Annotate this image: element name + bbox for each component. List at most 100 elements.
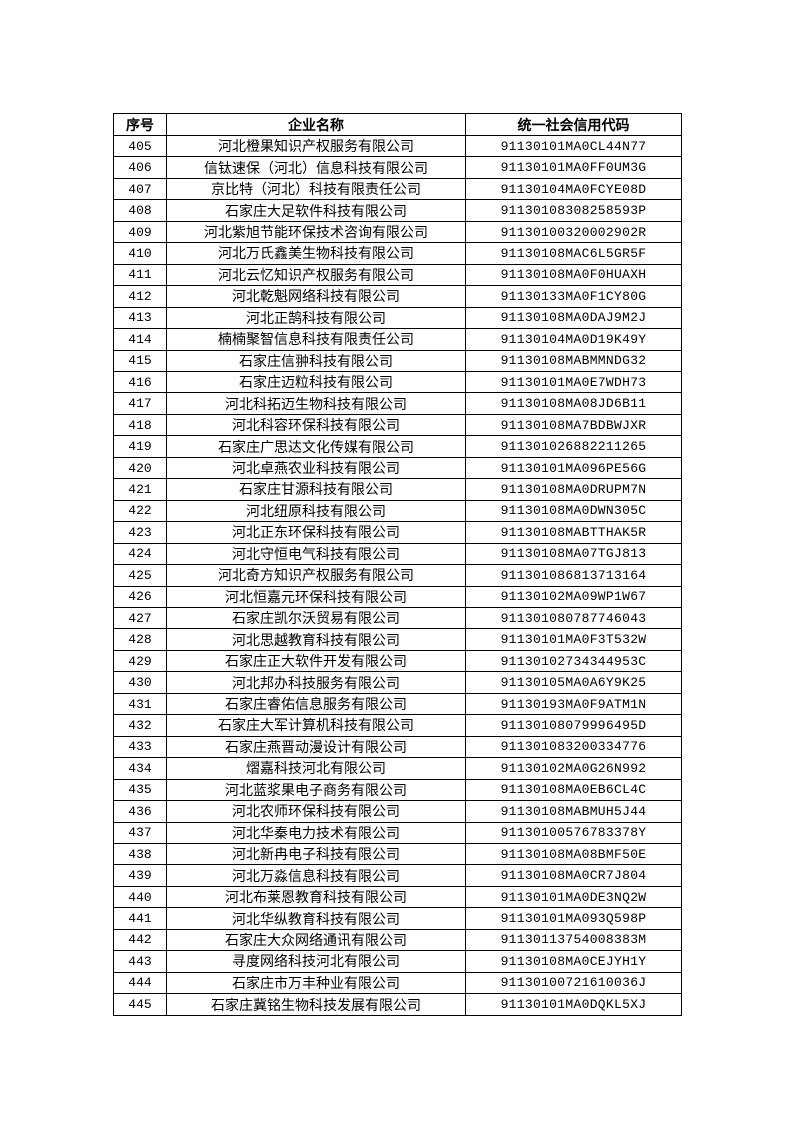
cell-credit-code: 91130108MA0CEJYH1Y <box>465 950 682 973</box>
cell-serial-number: 425 <box>113 564 167 587</box>
cell-serial-number: 440 <box>113 885 167 909</box>
table-row: 416 石家庄迈粒科技有限公司 91130101MA0E7WDH73 <box>113 370 682 394</box>
cell-serial-number: 405 <box>113 134 167 158</box>
table-row: 424 河北守恒电气科技有限公司 91130108MA07TGJ813 <box>113 542 682 566</box>
table-row: 443 寻度网络科技河北有限公司 91130108MA0CEJYH1Y <box>113 950 682 973</box>
table-row: 431 石家庄睿佑信息服务有限公司 91130193MA0F9ATM1N <box>113 692 682 716</box>
cell-credit-code: 91130101MA0FF0UM3G <box>465 156 682 179</box>
cell-credit-code: 91130102734344953C <box>465 649 682 673</box>
cell-serial-number: 419 <box>113 435 167 458</box>
cell-credit-code: 91130108MABTTHAK5R <box>465 521 682 544</box>
table-row: 420 河北卓燕农业科技有限公司 91130101MA096PE56G <box>113 456 682 480</box>
cell-serial-number: 407 <box>113 177 167 201</box>
cell-credit-code: 91130101MA096PE56G <box>465 456 682 480</box>
table-row: 414 楠楠聚智信息科技有限责任公司 91130104MA0D19K49Y <box>113 328 682 351</box>
cell-credit-code: 91130101MA0DQKL5XJ <box>465 993 682 1016</box>
cell-credit-code: 91130133MA0F1CY80G <box>465 285 682 308</box>
cell-credit-code: 91130108MA08JD6B11 <box>465 392 682 415</box>
cell-serial-number: 408 <box>113 199 167 222</box>
cell-company-name: 石家庄冀铭生物科技发展有限公司 <box>166 993 466 1016</box>
table-row: 430 河北邦办科技服务有限公司 91130105MA0A6Y9K25 <box>113 671 682 694</box>
table-row: 440 河北布莱恩教育科技有限公司 91130101MA0DE3NQ2W <box>113 885 682 909</box>
cell-serial-number: 418 <box>113 413 167 437</box>
cell-credit-code: 91130108MA08BMF50E <box>465 842 682 866</box>
cell-company-name: 河北云忆知识产权服务有限公司 <box>166 263 466 287</box>
table-row: 406 信钛速保（河北）信息科技有限公司 91130101MA0FF0UM3G <box>113 156 682 179</box>
cell-company-name: 信钛速保（河北）信息科技有限公司 <box>166 156 466 179</box>
cell-company-name: 河北布莱恩教育科技有限公司 <box>166 885 466 909</box>
cell-serial-number: 432 <box>113 714 167 737</box>
cell-company-name: 河北守恒电气科技有限公司 <box>166 542 466 566</box>
cell-serial-number: 410 <box>113 242 167 265</box>
cell-company-name: 河北紫旭节能环保技术咨询有限公司 <box>166 220 466 244</box>
cell-serial-number: 428 <box>113 628 167 651</box>
cell-credit-code: 91130108MA0F0HUAXH <box>465 263 682 287</box>
table-row: 441 河北华纵教育科技有限公司 91130101MA093Q598P <box>113 907 682 930</box>
table-row: 415 石家庄信翀科技有限公司 91130108MABMMNDG32 <box>113 349 682 372</box>
cell-credit-code: 91130100576783378Y <box>465 821 682 844</box>
cell-serial-number: 438 <box>113 842 167 866</box>
table-row: 411 河北云忆知识产权服务有限公司 91130108MA0F0HUAXH <box>113 263 682 287</box>
cell-company-name: 石家庄广思达文化传媒有限公司 <box>166 435 466 458</box>
table-row: 438 河北新冉电子科技有限公司 91130108MA08BMF50E <box>113 842 682 866</box>
column-header-credit-code: 统一社会信用代码 <box>465 113 682 136</box>
cell-serial-number: 427 <box>113 606 167 630</box>
cell-serial-number: 415 <box>113 349 167 372</box>
cell-credit-code: 911301080787746043 <box>465 606 682 630</box>
cell-serial-number: 439 <box>113 864 167 887</box>
table-row: 417 河北科拓迈生物科技有限公司 91130108MA08JD6B11 <box>113 392 682 415</box>
cell-credit-code: 91130108MA0DRUPM7N <box>465 478 682 501</box>
cell-company-name: 石家庄市万丰种业有限公司 <box>166 971 466 995</box>
cell-company-name: 河北农师环保科技有限公司 <box>166 800 466 823</box>
cell-serial-number: 417 <box>113 392 167 415</box>
cell-company-name: 河北奇方知识产权服务有限公司 <box>166 564 466 587</box>
table-row: 426 河北恒嘉元环保科技有限公司 91130102MA09WP1W67 <box>113 585 682 608</box>
cell-company-name: 河北正东环保科技有限公司 <box>166 521 466 544</box>
cell-serial-number: 441 <box>113 907 167 930</box>
cell-company-name: 石家庄睿佑信息服务有限公司 <box>166 692 466 716</box>
cell-company-name: 河北恒嘉元环保科技有限公司 <box>166 585 466 608</box>
table-row: 412 河北乾魁网络科技有限公司 91130133MA0F1CY80G <box>113 285 682 308</box>
cell-serial-number: 444 <box>113 971 167 995</box>
cell-credit-code: 91130108MA07TGJ813 <box>465 542 682 566</box>
table-row: 418 河北科容环保科技有限公司 91130108MA7BDBWJXR <box>113 413 682 437</box>
table-row: 421 石家庄甘源科技有限公司 91130108MA0DRUPM7N <box>113 478 682 501</box>
cell-company-name: 石家庄正大软件开发有限公司 <box>166 649 466 673</box>
cell-credit-code: 91130104MA0D19K49Y <box>465 328 682 351</box>
cell-credit-code: 91130101MA0E7WDH73 <box>465 370 682 394</box>
cell-credit-code: 911301026882211265 <box>465 435 682 458</box>
cell-credit-code: 91130104MA0FCYE08D <box>465 177 682 201</box>
cell-company-name: 石家庄大众网络通讯有限公司 <box>166 928 466 952</box>
cell-credit-code: 91130108MABMMNDG32 <box>465 349 682 372</box>
cell-credit-code: 91130101MA0DE3NQ2W <box>465 885 682 909</box>
cell-serial-number: 411 <box>113 263 167 287</box>
cell-company-name: 京比特（河北）科技有限责任公司 <box>166 177 466 201</box>
table-row: 429 石家庄正大软件开发有限公司 91130102734344953C <box>113 649 682 673</box>
cell-company-name: 石家庄大足软件科技有限公司 <box>166 199 466 222</box>
cell-serial-number: 406 <box>113 156 167 179</box>
company-table: 序号 企业名称 统一社会信用代码 405 河北橙果知识产权服务有限公司 9113… <box>113 113 682 1016</box>
table-row: 409 河北紫旭节能环保技术咨询有限公司 91130100320002902R <box>113 220 682 244</box>
cell-company-name: 河北卓燕农业科技有限公司 <box>166 456 466 480</box>
cell-company-name: 河北华纵教育科技有限公司 <box>166 907 466 930</box>
table-row: 408 石家庄大足软件科技有限公司 91130108308258593P <box>113 199 682 222</box>
cell-serial-number: 412 <box>113 285 167 308</box>
cell-serial-number: 436 <box>113 800 167 823</box>
cell-serial-number: 421 <box>113 478 167 501</box>
cell-company-name: 河北正鹄科技有限公司 <box>166 306 466 330</box>
cell-credit-code: 91130108308258593P <box>465 199 682 222</box>
header-row: 序号 企业名称 统一社会信用代码 <box>113 113 682 136</box>
cell-credit-code: 91130100721610036J <box>465 971 682 995</box>
cell-serial-number: 434 <box>113 757 167 780</box>
cell-company-name: 河北橙果知识产权服务有限公司 <box>166 134 466 158</box>
cell-serial-number: 433 <box>113 735 167 759</box>
table-row: 437 河北华秦电力技术有限公司 91130100576783378Y <box>113 821 682 844</box>
table-row: 435 河北蓝浆果电子商务有限公司 91130108MA0EB6CL4C <box>113 778 682 802</box>
table-row: 427 石家庄凯尔沃贸易有限公司 911301080787746043 <box>113 606 682 630</box>
cell-serial-number: 424 <box>113 542 167 566</box>
table-row: 422 河北纽原科技有限公司 91130108MA0DWN305C <box>113 499 682 523</box>
cell-serial-number: 422 <box>113 499 167 523</box>
cell-company-name: 石家庄大军计算机科技有限公司 <box>166 714 466 737</box>
cell-company-name: 石家庄迈粒科技有限公司 <box>166 370 466 394</box>
cell-company-name: 河北思越教育科技有限公司 <box>166 628 466 651</box>
